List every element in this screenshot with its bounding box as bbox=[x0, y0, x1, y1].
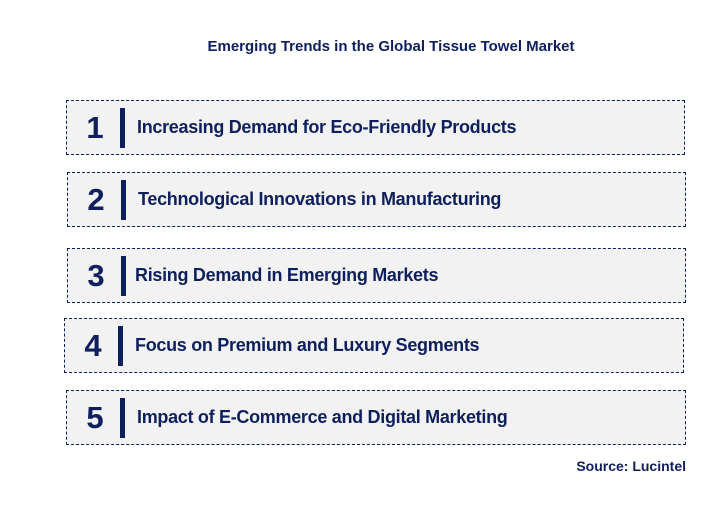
trend-number: 4 bbox=[84, 327, 102, 363]
trend-item-2: 2 Technological Innovations in Manufactu… bbox=[67, 172, 686, 227]
trend-number: 2 bbox=[87, 181, 105, 217]
trend-item-3: 3 Rising Demand in Emerging Markets bbox=[67, 248, 686, 303]
trend-label: Rising Demand in Emerging Markets bbox=[135, 265, 439, 285]
divider-bar bbox=[118, 326, 123, 366]
trend-number: 1 bbox=[86, 109, 104, 145]
trend-label: Increasing Demand for Eco-Friendly Produ… bbox=[137, 117, 517, 137]
trend-number: 5 bbox=[86, 399, 104, 435]
divider-bar bbox=[121, 256, 126, 296]
trend-item-5: 5 Impact of E-Commerce and Digital Marke… bbox=[66, 390, 686, 445]
trend-item-1: 1 Increasing Demand for Eco-Friendly Pro… bbox=[66, 100, 685, 155]
divider-bar bbox=[120, 108, 125, 148]
trend-label: Focus on Premium and Luxury Segments bbox=[135, 335, 480, 355]
diagram-title: Emerging Trends in the Global Tissue Tow… bbox=[207, 38, 575, 55]
trend-number: 3 bbox=[87, 257, 105, 293]
trend-item-4: 4 Focus on Premium and Luxury Segments bbox=[64, 318, 684, 373]
trend-label: Technological Innovations in Manufacturi… bbox=[138, 189, 502, 209]
divider-bar bbox=[121, 180, 126, 220]
source-caption: Source: Lucintel bbox=[576, 458, 686, 474]
trend-label: Impact of E-Commerce and Digital Marketi… bbox=[137, 407, 508, 427]
divider-bar bbox=[120, 398, 125, 438]
